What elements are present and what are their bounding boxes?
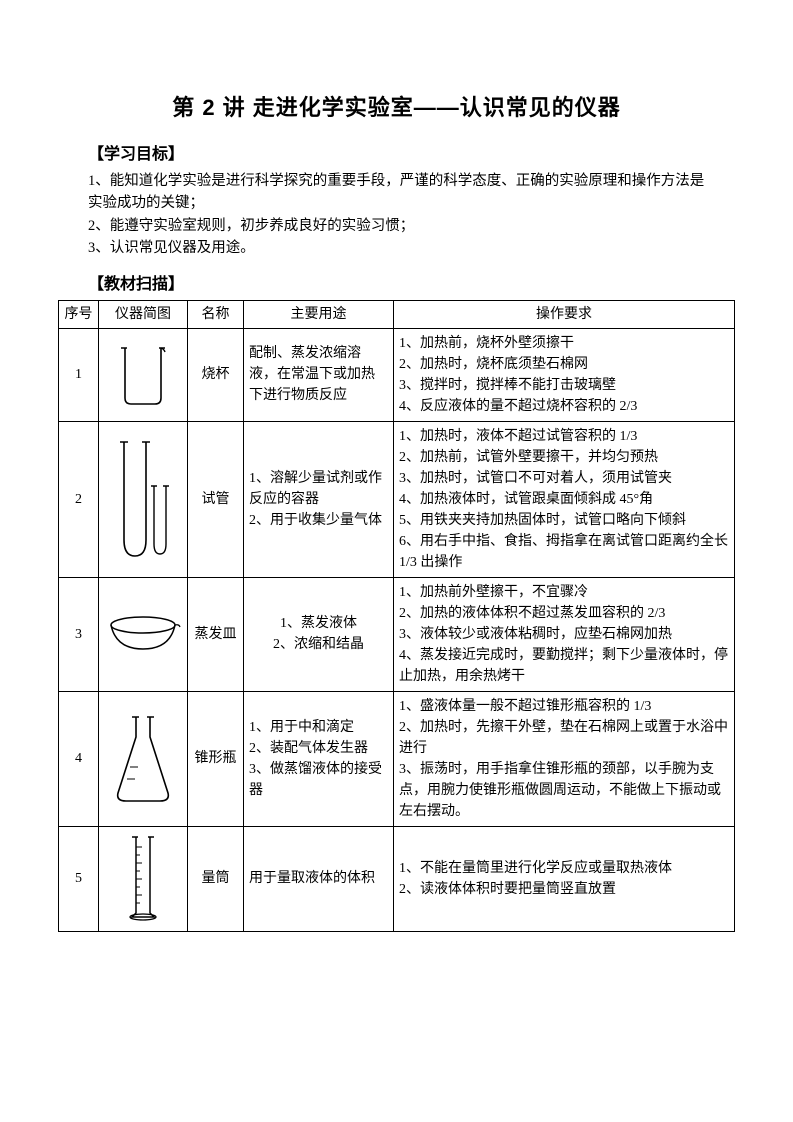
equipment-name: 蒸发皿 xyxy=(188,577,244,691)
equipment-use: 1、用于中和滴定2、装配气体发生器3、做蒸馏液体的接受器 xyxy=(244,691,394,826)
equipment-requirement: 1、盛液体量一般不超过锥形瓶容积的 1/32、加热时，先擦干外壁，垫在石棉网上或… xyxy=(394,691,735,826)
equipment-requirement: 1、加热前外壁擦干，不宜骤冷2、加热的液体体积不超过蒸发皿容积的 2/33、液体… xyxy=(394,577,735,691)
row-number: 2 xyxy=(59,421,99,577)
equipment-name: 试管 xyxy=(188,421,244,577)
conical-flask-icon xyxy=(104,709,182,809)
goal-item: 3、认识常见仪器及用途。 xyxy=(88,237,705,259)
table-row: 1 烧杯 配制、蒸发浓缩溶液，在常温下或加热下进行物质反应 1、加热前，烧杯外壁… xyxy=(59,328,735,421)
page-title: 第 2 讲 走进化学实验室——认识常见的仪器 xyxy=(88,90,705,122)
table-row: 2 试管 1、溶解少量试剂或作反应的容器2、用于收集少量气体 1、加热时，液体不… xyxy=(59,421,735,577)
table-row: 4 锥形瓶 1、用于中和滴定2、装配气体发生器3、做蒸馏液体的接受器 1、盛液体… xyxy=(59,691,735,826)
equipment-table: 序号 仪器简图 名称 主要用途 操作要求 1 烧 xyxy=(58,300,735,932)
table-row: 5 xyxy=(59,826,735,931)
equipment-use: 1、溶解少量试剂或作反应的容器2、用于收集少量气体 xyxy=(244,421,394,577)
equipment-name: 量筒 xyxy=(188,826,244,931)
goal-item: 1、能知道化学实验是进行科学探究的重要手段，严谨的科学态度、正确的实验原理和操作… xyxy=(88,170,705,215)
evaporating-dish-icon xyxy=(104,609,182,659)
equipment-name: 锥形瓶 xyxy=(188,691,244,826)
row-number: 4 xyxy=(59,691,99,826)
equipment-name: 烧杯 xyxy=(188,328,244,421)
table-header-row: 序号 仪器简图 名称 主要用途 操作要求 xyxy=(59,300,735,328)
row-number: 3 xyxy=(59,577,99,691)
equipment-diagram xyxy=(99,577,188,691)
equipment-requirement: 1、加热前，烧杯外壁须擦干2、加热时，烧杯底须垫石棉网3、搅拌时，搅拌棒不能打击… xyxy=(394,328,735,421)
row-number: 5 xyxy=(59,826,99,931)
document-page: 第 2 讲 走进化学实验室——认识常见的仪器 【学习目标】 1、能知道化学实验是… xyxy=(0,0,793,972)
learning-goals: 1、能知道化学实验是进行科学探究的重要手段，严谨的科学态度、正确的实验原理和操作… xyxy=(88,170,705,260)
graduated-cylinder-icon xyxy=(104,831,182,927)
goals-heading: 【学习目标】 xyxy=(88,140,705,164)
scan-heading: 【教材扫描】 xyxy=(88,270,705,294)
equipment-requirement: 1、不能在量筒里进行化学反应或量取热液体2、读液体体积时要把量筒竖直放置 xyxy=(394,826,735,931)
col-header-diagram: 仪器简图 xyxy=(99,300,188,328)
equipment-use: 用于量取液体的体积 xyxy=(244,826,394,931)
equipment-diagram xyxy=(99,826,188,931)
table-row: 3 蒸发皿 1、蒸发液体2、浓缩和结晶 1、加热前外壁擦干，不宜骤冷2、加热的液… xyxy=(59,577,735,691)
equipment-requirement: 1、加热时，液体不超过试管容积的 1/32、加热前，试管外壁要擦干，并均匀预热3… xyxy=(394,421,735,577)
equipment-use: 配制、蒸发浓缩溶液，在常温下或加热下进行物质反应 xyxy=(244,328,394,421)
equipment-diagram xyxy=(99,328,188,421)
test-tube-icon xyxy=(104,434,182,564)
row-number: 1 xyxy=(59,328,99,421)
col-header-requirement: 操作要求 xyxy=(394,300,735,328)
equipment-use: 1、蒸发液体2、浓缩和结晶 xyxy=(244,577,394,691)
equipment-diagram xyxy=(99,421,188,577)
col-header-number: 序号 xyxy=(59,300,99,328)
col-header-use: 主要用途 xyxy=(244,300,394,328)
col-header-name: 名称 xyxy=(188,300,244,328)
equipment-diagram xyxy=(99,691,188,826)
goal-item: 2、能遵守实验室规则，初步养成良好的实验习惯； xyxy=(88,215,705,237)
beaker-icon xyxy=(104,340,182,410)
